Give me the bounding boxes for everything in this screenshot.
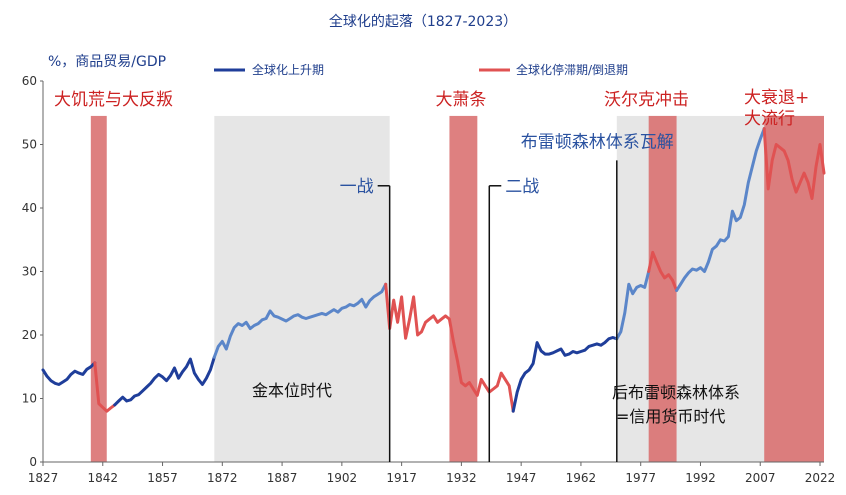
legend-label-stall: 全球化停滞期/倒退期 [516,62,628,77]
red-region-label-2: 沃尔克冲击 [604,90,689,110]
y-tick-label: 60 [22,74,37,88]
gray-region-0 [214,115,390,463]
x-tick-label: 1992 [685,471,716,485]
x-tick-label: 2007 [745,471,776,485]
series-line-stall-9 [762,127,826,200]
series-line-stall-1 [93,361,117,413]
y-tick-label: 50 [22,138,37,152]
series-line-rise-light-8 [675,127,766,292]
x-tick-label: 1827 [28,471,59,485]
y-tick-label: 10 [22,392,37,406]
gray-region-label-1a: 后布雷顿森林体系 [612,383,740,402]
y-tick-label: 40 [22,201,37,215]
x-tick-label: 1902 [327,471,358,485]
x-tick-label: 1962 [566,471,597,485]
x-tick-label: 1977 [625,471,656,485]
series-line-stall-7 [647,250,679,292]
series-line-rise-dark-0 [41,361,97,386]
series-line-rise-light-3 [212,282,388,359]
marker-label-2: 布雷顿森林体系瓦解 [521,133,674,153]
legend: 全球化上升期 全球化停滞期/倒退期 [214,62,628,77]
x-tick-label: 1932 [446,471,477,485]
marker-label-1: 二战 [505,177,539,197]
red-regions [90,115,824,463]
y-axis-label: %，商品贸易/GDP [48,54,166,70]
legend-label-rise: 全球化上升期 [252,62,324,77]
red-region-label-0: 大饥荒与大反叛 [54,90,173,110]
chart-title: 全球化的起落（1827-2023） [329,13,517,30]
series-line-rise-light-6 [615,270,651,341]
red-region-label-3a: 大衰退+ [744,88,809,108]
marker-label-0: 一战 [340,177,374,197]
axes: 0 10 20 30 40 50 60 1827 1842 1857 1872 1887 1902 191… [22,74,836,485]
y-tick-label: 20 [22,328,37,342]
x-tick-label: 2022 [805,471,836,485]
red-region-label-3b: 大流行 [744,109,795,129]
event-markers: 一战 二战 布雷顿森林体系瓦解 [340,133,674,462]
x-tick-label: 1947 [506,471,537,485]
series-line-rise-dark-5 [511,336,619,413]
y-tick-label: 30 [22,265,37,279]
y-tick-label: 0 [29,455,37,469]
gray-region-label-1b: =信用货币时代 [616,407,725,426]
x-tick-label: 1857 [147,471,178,485]
x-tick-label: 1842 [87,471,118,485]
red-region-2 [648,115,677,463]
red-region-label-1: 大萧条 [435,90,486,110]
gray-regions [214,115,824,463]
series-line-rise-dark-2 [113,355,216,407]
gray-region-label-0: 金本位时代 [252,381,332,400]
x-tick-label: 1887 [267,471,298,485]
x-tick-label: 1917 [386,471,417,485]
series-line-stall-4 [384,282,515,413]
series-lines [41,127,826,413]
red-region-1 [449,115,478,463]
x-tick-label: 1872 [207,471,238,485]
